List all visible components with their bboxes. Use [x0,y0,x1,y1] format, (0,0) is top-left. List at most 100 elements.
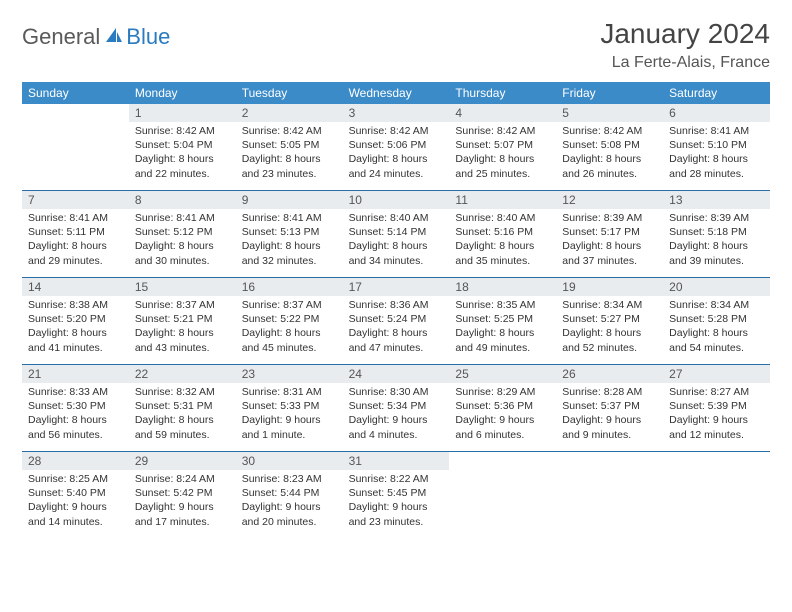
day-data: Sunrise: 8:40 AMSunset: 5:14 PMDaylight:… [343,209,450,274]
daylight2-text: and 29 minutes. [28,254,123,268]
daylight2-text: and 39 minutes. [669,254,764,268]
day-data: Sunrise: 8:32 AMSunset: 5:31 PMDaylight:… [129,383,236,448]
sunrise-text: Sunrise: 8:24 AM [135,472,230,486]
sunrise-text: Sunrise: 8:27 AM [669,385,764,399]
daylight2-text: and 41 minutes. [28,341,123,355]
sunrise-text: Sunrise: 8:42 AM [242,124,337,138]
sunset-text: Sunset: 5:31 PM [135,399,230,413]
daylight2-text: and 32 minutes. [242,254,337,268]
sunrise-text: Sunrise: 8:35 AM [455,298,550,312]
day-number: 2 [236,104,343,122]
day-number: 27 [663,365,770,383]
day-data: Sunrise: 8:28 AMSunset: 5:37 PMDaylight:… [556,383,663,448]
location-label: La Ferte-Alais, France [600,54,770,72]
day-number: 14 [22,278,129,296]
day-number: 18 [449,278,556,296]
day-cell: 11Sunrise: 8:40 AMSunset: 5:16 PMDayligh… [449,191,556,277]
daylight1-text: Daylight: 8 hours [135,239,230,253]
day-cell: 19Sunrise: 8:34 AMSunset: 5:27 PMDayligh… [556,278,663,364]
logo-word2: Blue [126,24,170,50]
daylight2-text: and 12 minutes. [669,428,764,442]
day-number: 17 [343,278,450,296]
daylight2-text: and 22 minutes. [135,167,230,181]
title-block: January 2024 La Ferte-Alais, France [600,18,770,72]
daylight1-text: Daylight: 8 hours [135,413,230,427]
day-cell: 27Sunrise: 8:27 AMSunset: 5:39 PMDayligh… [663,365,770,451]
dow-label: Wednesday [343,82,450,104]
day-number: 13 [663,191,770,209]
daylight1-text: Daylight: 8 hours [28,239,123,253]
day-data: Sunrise: 8:42 AMSunset: 5:06 PMDaylight:… [343,122,450,187]
sunrise-text: Sunrise: 8:41 AM [135,211,230,225]
logo-word1: General [22,24,100,50]
day-data: Sunrise: 8:40 AMSunset: 5:16 PMDaylight:… [449,209,556,274]
day-cell: 2Sunrise: 8:42 AMSunset: 5:05 PMDaylight… [236,104,343,190]
daylight1-text: Daylight: 8 hours [562,239,657,253]
sunset-text: Sunset: 5:42 PM [135,486,230,500]
week-row: 14Sunrise: 8:38 AMSunset: 5:20 PMDayligh… [22,278,770,365]
dow-label: Tuesday [236,82,343,104]
sunrise-text: Sunrise: 8:41 AM [669,124,764,138]
day-number [449,452,556,456]
sunset-text: Sunset: 5:34 PM [349,399,444,413]
sunrise-text: Sunrise: 8:42 AM [562,124,657,138]
day-cell: 6Sunrise: 8:41 AMSunset: 5:10 PMDaylight… [663,104,770,190]
day-data: Sunrise: 8:27 AMSunset: 5:39 PMDaylight:… [663,383,770,448]
sunset-text: Sunset: 5:16 PM [455,225,550,239]
day-data: Sunrise: 8:23 AMSunset: 5:44 PMDaylight:… [236,470,343,535]
day-cell [22,104,129,190]
day-number: 30 [236,452,343,470]
sunrise-text: Sunrise: 8:42 AM [349,124,444,138]
sunrise-text: Sunrise: 8:37 AM [242,298,337,312]
day-cell [449,452,556,538]
day-cell: 14Sunrise: 8:38 AMSunset: 5:20 PMDayligh… [22,278,129,364]
sunset-text: Sunset: 5:39 PM [669,399,764,413]
daylight1-text: Daylight: 8 hours [669,326,764,340]
day-cell: 28Sunrise: 8:25 AMSunset: 5:40 PMDayligh… [22,452,129,538]
daylight1-text: Daylight: 9 hours [242,500,337,514]
sunset-text: Sunset: 5:12 PM [135,225,230,239]
daylight1-text: Daylight: 8 hours [455,326,550,340]
day-number: 25 [449,365,556,383]
daylight2-text: and 49 minutes. [455,341,550,355]
sunset-text: Sunset: 5:24 PM [349,312,444,326]
day-cell: 9Sunrise: 8:41 AMSunset: 5:13 PMDaylight… [236,191,343,277]
day-cell: 7Sunrise: 8:41 AMSunset: 5:11 PMDaylight… [22,191,129,277]
logo-sail-icon [104,26,124,49]
sunrise-text: Sunrise: 8:37 AM [135,298,230,312]
day-cell: 17Sunrise: 8:36 AMSunset: 5:24 PMDayligh… [343,278,450,364]
daylight2-text: and 52 minutes. [562,341,657,355]
sunset-text: Sunset: 5:28 PM [669,312,764,326]
header: General Blue January 2024 La Ferte-Alais… [22,18,770,72]
logo: General Blue [22,24,170,50]
daylight2-text: and 1 minute. [242,428,337,442]
day-cell: 10Sunrise: 8:40 AMSunset: 5:14 PMDayligh… [343,191,450,277]
day-of-week-header: Sunday Monday Tuesday Wednesday Thursday… [22,82,770,104]
day-data: Sunrise: 8:25 AMSunset: 5:40 PMDaylight:… [22,470,129,535]
daylight1-text: Daylight: 8 hours [349,326,444,340]
day-cell: 12Sunrise: 8:39 AMSunset: 5:17 PMDayligh… [556,191,663,277]
daylight2-text: and 59 minutes. [135,428,230,442]
day-number: 7 [22,191,129,209]
daylight1-text: Daylight: 9 hours [28,500,123,514]
sunset-text: Sunset: 5:18 PM [669,225,764,239]
daylight2-text: and 23 minutes. [349,515,444,529]
dow-label: Sunday [22,82,129,104]
day-number: 26 [556,365,663,383]
day-data: Sunrise: 8:41 AMSunset: 5:11 PMDaylight:… [22,209,129,274]
day-number: 23 [236,365,343,383]
day-data: Sunrise: 8:35 AMSunset: 5:25 PMDaylight:… [449,296,556,361]
week-row: 21Sunrise: 8:33 AMSunset: 5:30 PMDayligh… [22,365,770,452]
day-cell: 30Sunrise: 8:23 AMSunset: 5:44 PMDayligh… [236,452,343,538]
day-data: Sunrise: 8:42 AMSunset: 5:07 PMDaylight:… [449,122,556,187]
day-cell: 23Sunrise: 8:31 AMSunset: 5:33 PMDayligh… [236,365,343,451]
daylight1-text: Daylight: 8 hours [455,152,550,166]
day-data: Sunrise: 8:29 AMSunset: 5:36 PMDaylight:… [449,383,556,448]
day-data: Sunrise: 8:42 AMSunset: 5:05 PMDaylight:… [236,122,343,187]
day-data: Sunrise: 8:37 AMSunset: 5:22 PMDaylight:… [236,296,343,361]
day-number: 1 [129,104,236,122]
day-cell: 24Sunrise: 8:30 AMSunset: 5:34 PMDayligh… [343,365,450,451]
day-data: Sunrise: 8:37 AMSunset: 5:21 PMDaylight:… [129,296,236,361]
sunset-text: Sunset: 5:30 PM [28,399,123,413]
daylight2-text: and 54 minutes. [669,341,764,355]
